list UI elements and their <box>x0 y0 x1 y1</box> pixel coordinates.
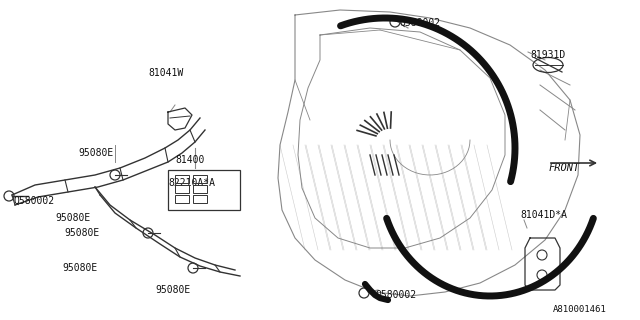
Bar <box>175 175 189 183</box>
Text: Q580002: Q580002 <box>400 18 441 28</box>
Text: 95080E: 95080E <box>55 213 90 223</box>
Text: 95080E: 95080E <box>64 228 99 238</box>
Text: 81041W: 81041W <box>148 68 183 78</box>
Bar <box>175 195 189 203</box>
Text: A810001461: A810001461 <box>553 305 607 314</box>
Text: 81400: 81400 <box>175 155 204 165</box>
Bar <box>168 170 240 210</box>
Text: FRONT: FRONT <box>549 163 580 173</box>
Bar <box>193 185 207 193</box>
Text: 82210A*A: 82210A*A <box>168 178 215 188</box>
Bar <box>175 185 189 193</box>
Text: 95080E: 95080E <box>62 263 97 273</box>
Text: 81041D*A: 81041D*A <box>520 210 567 220</box>
Bar <box>193 175 207 183</box>
Bar <box>193 195 207 203</box>
Text: 81931D: 81931D <box>530 50 565 60</box>
Text: Q580002: Q580002 <box>14 196 55 206</box>
Text: 95080E: 95080E <box>155 285 190 295</box>
Text: 95080E: 95080E <box>78 148 113 158</box>
Text: Q580002: Q580002 <box>375 290 416 300</box>
